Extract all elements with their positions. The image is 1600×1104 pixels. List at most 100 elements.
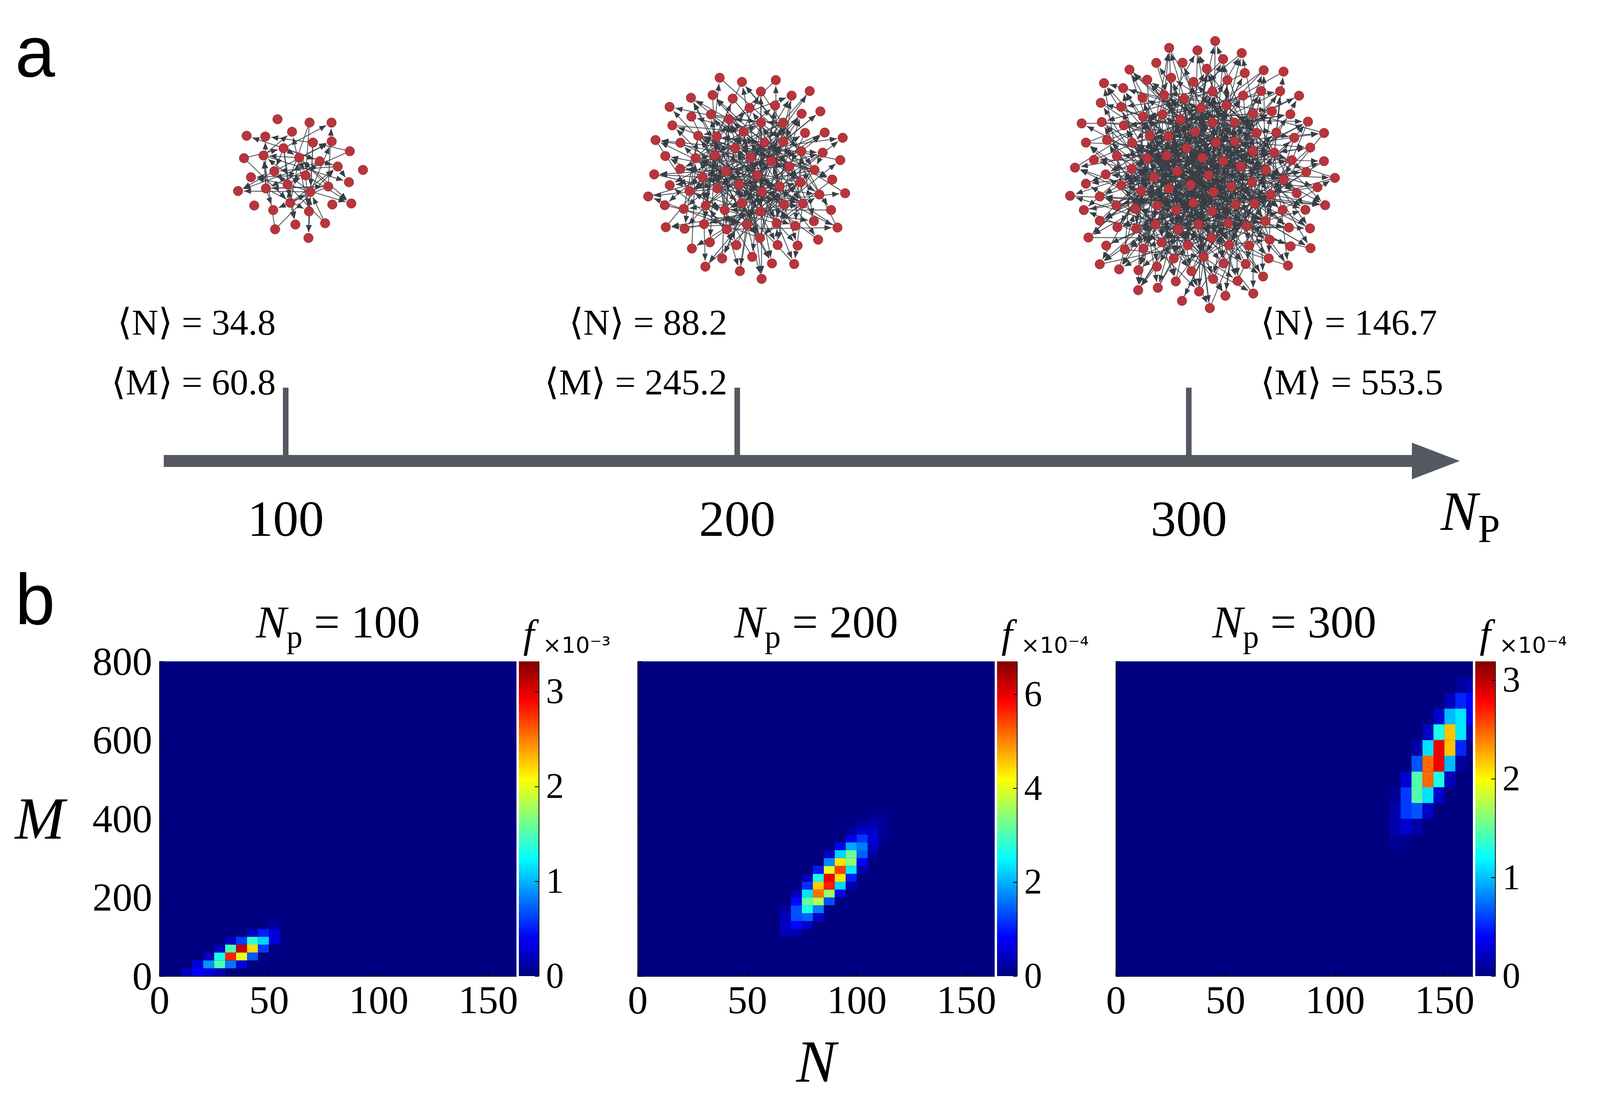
edge (660, 174, 703, 178)
heat-cell (257, 929, 269, 938)
edge (1241, 172, 1247, 226)
node (1194, 286, 1204, 297)
node (815, 106, 826, 117)
node (766, 156, 776, 167)
heat-cell (1400, 787, 1412, 804)
edge (703, 137, 815, 170)
node (1116, 180, 1127, 191)
heat-cell (779, 913, 791, 922)
node (832, 222, 843, 233)
x-axis-line (1116, 976, 1474, 978)
panel-heatmap: 050100150Np = 200N0246f×10⁻⁴ (628, 596, 1090, 1095)
y-tick (637, 740, 643, 741)
node (1303, 116, 1313, 127)
heat-cell (1411, 755, 1423, 772)
node (1079, 205, 1089, 215)
heat-cell (779, 929, 791, 938)
node (1285, 241, 1296, 252)
heat-cell (1389, 787, 1401, 804)
edge (1216, 70, 1264, 118)
heat-cell (1422, 787, 1434, 804)
node (1171, 205, 1182, 215)
node (778, 136, 788, 147)
heat-cell (845, 842, 857, 851)
edge (1171, 159, 1266, 222)
node (686, 111, 697, 122)
x-axis-line (638, 976, 996, 978)
node (1188, 198, 1199, 208)
node (779, 199, 789, 210)
edge (672, 125, 738, 132)
tick (637, 818, 643, 820)
plot-area (637, 661, 995, 977)
heat-cell (801, 873, 813, 882)
network (233, 114, 368, 243)
tick: 100 (826, 971, 887, 1023)
node (1095, 259, 1105, 269)
heat-cell (779, 921, 791, 930)
edge (714, 119, 758, 176)
node (1278, 205, 1288, 215)
heat-cell (1455, 740, 1467, 757)
node (679, 204, 689, 214)
node (1164, 43, 1174, 53)
heat-cell (823, 897, 835, 906)
node (272, 114, 283, 124)
node (747, 252, 758, 262)
tick: 100 (348, 971, 409, 1023)
node (661, 222, 671, 232)
tick: 150 (1414, 971, 1475, 1023)
node (287, 127, 297, 137)
node (1166, 72, 1176, 83)
node (643, 191, 654, 202)
y-axis: 0200400600800 (92, 639, 165, 999)
colorbar-tick (534, 976, 539, 978)
node (1249, 198, 1260, 209)
node (1294, 90, 1304, 101)
heat-cell (1455, 708, 1467, 725)
node (1142, 74, 1153, 85)
node (1319, 156, 1329, 167)
node (1102, 135, 1112, 146)
node (721, 224, 732, 234)
node (1278, 174, 1289, 185)
tick: 150 (936, 971, 997, 1023)
panel-network: a100200300NP⟨N⟩ = 34.8⟨M⟩ = 60.8⟨N⟩ = 88… (15, 11, 1500, 551)
edge (785, 127, 838, 228)
edge (661, 140, 736, 149)
node (233, 186, 243, 196)
colorbar-tick-label: 0 (1502, 956, 1521, 996)
heat-cell (192, 968, 203, 977)
edge (306, 122, 310, 170)
x-tick (746, 971, 748, 977)
tick: 800 (92, 639, 165, 684)
tick: 0 (149, 971, 170, 1023)
node (660, 151, 671, 161)
panel-heatmap: 050100150Np = 3000123f×10⁻⁴ (1106, 596, 1568, 1023)
node (659, 200, 670, 211)
heat-cell (1433, 755, 1445, 772)
heat-cell (812, 881, 824, 890)
node (1137, 92, 1148, 103)
node (308, 137, 318, 148)
edge (791, 172, 803, 204)
x-axis-title: N (795, 1028, 839, 1095)
colorbar-axis: 0246 (1013, 661, 1043, 996)
y-axis-title: M (14, 785, 68, 852)
edge (1107, 88, 1169, 189)
node (239, 153, 249, 163)
tick: 200 (92, 875, 165, 920)
edge (1157, 64, 1221, 206)
edge (1165, 161, 1224, 238)
heat-cell (1389, 834, 1401, 851)
heat-cell (845, 858, 857, 867)
node (804, 86, 815, 96)
edge (274, 170, 334, 230)
node (1224, 240, 1234, 250)
heat-cell (867, 842, 879, 851)
y-tick (1115, 897, 1121, 899)
node (1206, 233, 1217, 243)
node (1208, 187, 1219, 197)
colorbar-tick-label: 2 (1502, 758, 1521, 799)
node (755, 86, 766, 97)
